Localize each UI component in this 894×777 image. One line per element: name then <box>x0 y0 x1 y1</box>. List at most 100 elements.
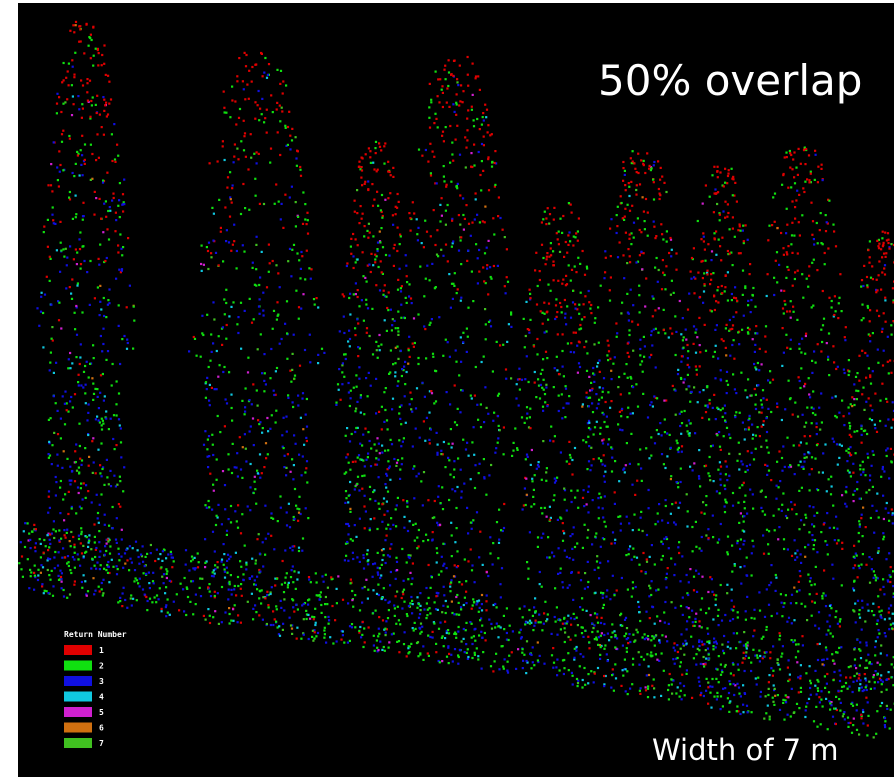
point <box>487 158 489 160</box>
point <box>120 556 122 558</box>
point <box>275 421 277 423</box>
point <box>545 351 547 353</box>
point <box>475 366 477 368</box>
point <box>441 85 443 87</box>
point <box>626 442 628 444</box>
point <box>440 453 442 455</box>
point <box>398 412 400 414</box>
point <box>755 368 757 370</box>
point <box>585 441 587 443</box>
point <box>400 304 402 306</box>
point <box>228 315 230 317</box>
point <box>861 600 863 602</box>
point <box>261 98 263 100</box>
point <box>794 206 796 208</box>
point <box>267 453 269 455</box>
point <box>362 554 364 556</box>
point <box>481 637 483 639</box>
point <box>247 601 249 603</box>
point <box>749 464 751 466</box>
point <box>776 485 778 487</box>
point <box>230 250 232 252</box>
point <box>269 377 271 379</box>
point <box>55 362 57 364</box>
point <box>474 218 476 220</box>
point <box>722 416 724 418</box>
point <box>80 483 82 485</box>
point <box>129 545 131 547</box>
point <box>715 598 717 600</box>
point <box>303 444 305 446</box>
point <box>103 568 105 570</box>
point <box>786 208 788 210</box>
point <box>281 107 283 109</box>
point <box>261 472 263 474</box>
point <box>504 236 506 238</box>
point <box>698 317 700 319</box>
point <box>654 309 656 311</box>
point <box>287 260 289 262</box>
point <box>420 480 422 482</box>
point <box>540 373 542 375</box>
point <box>479 607 481 609</box>
point <box>545 330 547 332</box>
point <box>662 259 664 261</box>
point <box>122 490 124 492</box>
point <box>871 505 873 507</box>
point <box>709 576 711 578</box>
point <box>822 290 824 292</box>
point <box>698 645 700 647</box>
point <box>648 585 650 587</box>
point <box>263 314 265 316</box>
point <box>568 441 570 443</box>
point <box>768 553 770 555</box>
point <box>628 238 630 240</box>
point <box>550 290 552 292</box>
point <box>729 620 731 622</box>
point <box>379 577 381 579</box>
point <box>214 550 216 552</box>
point <box>781 510 783 512</box>
point <box>638 285 640 287</box>
point <box>72 536 74 538</box>
point <box>380 227 382 229</box>
point <box>686 525 688 527</box>
point <box>54 551 56 553</box>
point <box>263 72 265 74</box>
point <box>436 452 438 454</box>
point <box>284 455 286 457</box>
point <box>802 644 804 646</box>
point <box>486 571 488 573</box>
point <box>115 403 117 405</box>
point <box>598 517 600 519</box>
point <box>367 431 369 433</box>
point <box>490 278 492 280</box>
point <box>876 623 878 625</box>
point <box>361 169 363 171</box>
point <box>277 314 279 316</box>
point <box>95 418 97 420</box>
point <box>829 527 831 529</box>
point <box>878 547 880 549</box>
point <box>218 335 220 337</box>
point <box>354 334 356 336</box>
point <box>406 281 408 283</box>
point <box>752 493 754 495</box>
point <box>821 421 823 423</box>
point <box>226 572 228 574</box>
point <box>856 481 858 483</box>
point <box>280 70 282 72</box>
point <box>367 180 369 182</box>
point <box>732 609 734 611</box>
point <box>554 482 556 484</box>
point <box>451 246 453 248</box>
point <box>298 547 300 549</box>
point <box>58 150 60 152</box>
point <box>491 166 493 168</box>
point <box>749 489 751 491</box>
point <box>625 232 627 234</box>
point <box>779 480 781 482</box>
point <box>56 166 58 168</box>
point <box>711 578 713 580</box>
point <box>671 333 673 335</box>
